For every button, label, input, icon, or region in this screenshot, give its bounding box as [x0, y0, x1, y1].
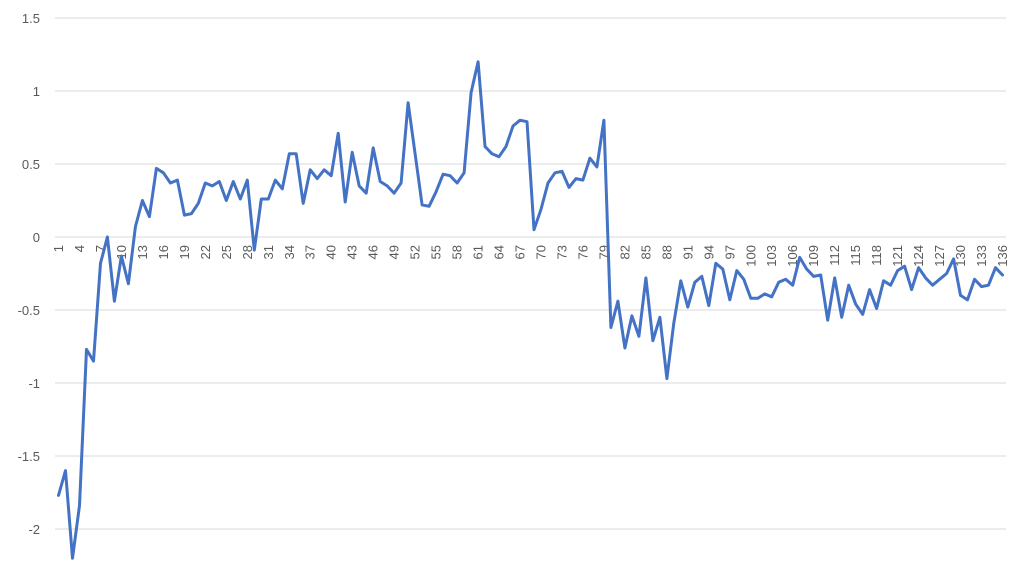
y-tick-label: 0 [33, 230, 40, 245]
x-tick-label: 43 [345, 245, 360, 259]
y-tick-label: -1.5 [18, 449, 40, 464]
x-tick-label: 73 [554, 245, 569, 259]
x-tick-label: 127 [932, 245, 947, 267]
x-tick-label: 28 [240, 245, 255, 259]
x-tick-label: 37 [303, 245, 318, 259]
x-tick-label: 133 [974, 245, 989, 267]
x-tick-label: 100 [743, 245, 758, 267]
x-tick-label: 109 [806, 245, 821, 267]
x-tick-label: 40 [324, 245, 339, 259]
y-tick-label: 0.5 [22, 157, 40, 172]
y-tick-label: -2 [28, 522, 40, 537]
x-tick-label: 61 [471, 245, 486, 259]
x-tick-label: 76 [575, 245, 590, 259]
x-tick-label: 10 [114, 245, 129, 259]
series-line [57, 60, 1004, 560]
x-tick-label: 1 [51, 245, 66, 252]
x-tick-label: 55 [429, 245, 444, 259]
series-lines [57, 60, 1004, 560]
y-tick-label: 1 [33, 84, 40, 99]
x-tick-label: 58 [450, 245, 465, 259]
x-tick-label: 118 [869, 245, 884, 266]
x-tick-label: 136 [995, 245, 1010, 267]
x-tick-label: 106 [785, 245, 800, 267]
x-tick-label: 49 [387, 245, 402, 259]
y-tick-label: -0.5 [18, 303, 40, 318]
x-tick-label: 7 [93, 245, 108, 252]
gridlines [55, 17, 1006, 530]
x-tick-label: 19 [177, 245, 192, 259]
x-tick-label: 130 [953, 245, 968, 267]
x-tick-label: 16 [156, 245, 171, 259]
x-tick-label: 13 [135, 245, 150, 259]
y-tick-label: -1 [28, 376, 40, 391]
x-tick-label: 97 [722, 245, 737, 259]
y-tick-label: 1.5 [22, 11, 40, 26]
x-tick-label: 112 [827, 245, 842, 266]
x-axis-tick-labels: 1 4 7 10 13 16 19 22 25 28 31 34 37 40 43 46 49 52 55 58 61 6… [51, 245, 1010, 267]
x-tick-label: 82 [617, 245, 632, 259]
x-tick-label: 94 [701, 245, 716, 259]
x-tick-label: 46 [366, 245, 381, 259]
y-axis-tick-labels: 1.5 1 0.5 0 -0.5 -1 -1.5 -2 [18, 11, 40, 537]
x-tick-label: 25 [219, 245, 234, 259]
x-tick-label: 4 [72, 245, 87, 252]
x-tick-label: 70 [533, 245, 548, 259]
x-tick-label: 115 [848, 245, 863, 266]
x-tick-label: 52 [408, 245, 423, 259]
x-tick-label: 67 [513, 245, 528, 259]
x-tick-label: 121 [890, 245, 905, 267]
x-tick-label: 34 [282, 245, 297, 259]
x-tick-label: 88 [659, 245, 674, 259]
x-tick-label: 64 [492, 245, 507, 259]
x-tick-label: 124 [911, 245, 926, 267]
x-tick-label: 103 [764, 245, 779, 267]
x-tick-label: 91 [680, 245, 695, 259]
x-tick-label: 31 [261, 245, 276, 259]
x-tick-label: 85 [638, 245, 653, 259]
x-tick-label: 22 [198, 245, 213, 259]
